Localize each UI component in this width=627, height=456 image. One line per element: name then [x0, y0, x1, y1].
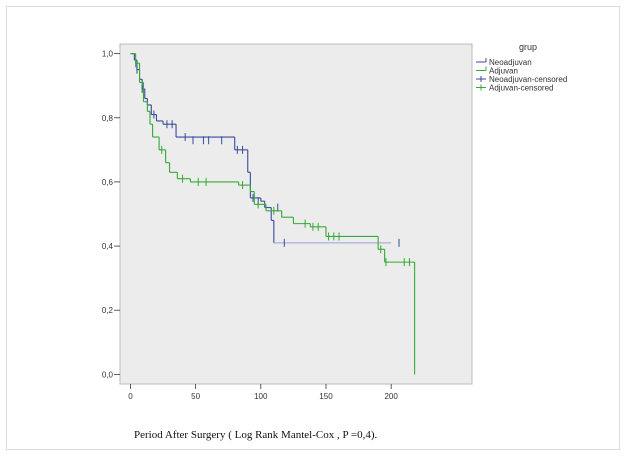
x-axis-label: Period After Surgery ( Log Rank Mantel-C… — [134, 429, 378, 441]
x-tick-label: 150 — [319, 392, 333, 401]
legend-entry-label: Neoadjuvan — [489, 58, 532, 67]
x-tick-label: 0 — [128, 392, 133, 401]
legend-title: grup — [519, 42, 537, 52]
legend-entry-label: Adjuvan — [489, 67, 518, 76]
x-tick-label: 100 — [254, 392, 268, 401]
y-tick-label: 0,6 — [102, 178, 114, 187]
axes: 0,0 0,2 0,4 0,6 0,8 1,0 0 50 100 150 200 — [102, 50, 399, 401]
legend: grup NeoadjuvanAdjuvanNeoadjuvan-censored… — [476, 42, 567, 93]
x-tick-label: 200 — [384, 392, 398, 401]
y-tick-label: 0,8 — [102, 114, 114, 123]
plot-background — [119, 43, 473, 385]
y-tick-label: 0,2 — [102, 306, 114, 315]
legend-entry-label: Adjuvan-censored — [489, 84, 553, 93]
y-tick-label: 0,0 — [102, 370, 114, 379]
legend-entry-label: Neoadjuvan-censored — [489, 75, 567, 84]
x-tick-label: 50 — [191, 392, 200, 401]
y-tick-label: 0,4 — [102, 242, 114, 251]
series-layer — [130, 53, 416, 375]
y-tick-label: 1,0 — [102, 50, 114, 59]
